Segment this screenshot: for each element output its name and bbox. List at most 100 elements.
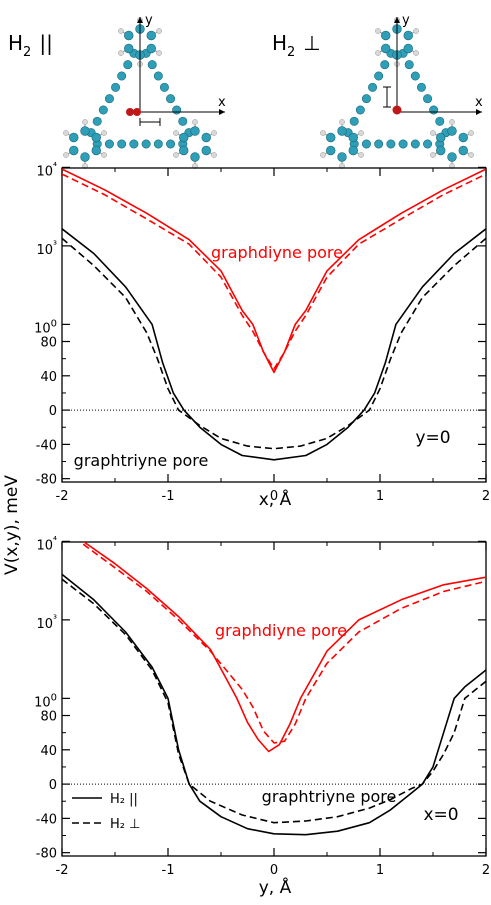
hydrogen-atom <box>101 130 107 136</box>
carbon-atom <box>117 71 127 81</box>
series-line-red-dashed <box>82 543 486 744</box>
carbon-atom <box>447 126 457 136</box>
carbon-atom <box>416 82 426 92</box>
carbon-atom <box>349 116 359 126</box>
carbon-atom <box>117 139 127 149</box>
hydrogen-atom <box>211 130 217 136</box>
hydrogen-atom <box>173 130 179 136</box>
carbon-atom <box>80 126 90 136</box>
hydrogen-atom <box>358 152 364 158</box>
inset-y-label: y <box>402 13 410 28</box>
plot-frame <box>61 541 487 857</box>
carbon-atom <box>147 60 157 70</box>
carbon-atom <box>447 152 457 162</box>
carbon-atom <box>111 82 121 92</box>
carbon-atom <box>153 139 163 149</box>
hydrogen-atom <box>118 50 124 56</box>
hydrogen-atom <box>413 50 419 56</box>
carbon-atom <box>410 139 420 149</box>
carbon-atom <box>153 71 163 81</box>
x-tick-label: -1 <box>162 863 175 878</box>
x-tick-label: 1 <box>376 489 384 504</box>
carbon-atom <box>436 145 446 156</box>
carbon-atom <box>361 139 371 149</box>
y-tick-label: 10³ <box>36 240 57 258</box>
hydrogen-atom <box>156 28 162 34</box>
carbon-atom <box>92 116 102 126</box>
hydrogen-atom <box>358 130 364 136</box>
carbon-atom <box>326 145 336 156</box>
hydrogen-atom <box>430 152 436 158</box>
carbon-atom <box>368 82 378 92</box>
y-tick-label: 40 <box>40 370 57 385</box>
carbon-atom <box>348 132 358 143</box>
inset-label-perpendicular: H2 ⊥ <box>272 31 321 60</box>
carbon-atom <box>374 139 384 149</box>
hydrogen-atom <box>63 152 69 158</box>
hydrogen-atom <box>118 28 124 34</box>
carbon-atom <box>458 132 468 143</box>
series-line-red-solid <box>82 542 486 753</box>
panel-label: x=0 <box>423 805 458 825</box>
hydrogen-atom <box>468 130 474 136</box>
carbon-atom <box>146 43 156 54</box>
carbon-atom <box>348 145 358 156</box>
curve-annotation: graphtriyne pore <box>262 787 397 806</box>
y-tick-label: 10⁴ <box>36 535 57 553</box>
carbon-atom <box>91 145 101 156</box>
hydrogen-atom <box>320 130 326 136</box>
x-tick-label: 0 <box>270 489 278 504</box>
hydrogen-atom <box>173 152 179 158</box>
carbon-atom <box>172 105 182 115</box>
y-tick-label: 80 <box>40 336 57 351</box>
carbon-atom <box>403 30 413 41</box>
hydrogen-atom <box>430 130 436 136</box>
hydrogen-atom <box>339 119 345 125</box>
carbon-atom <box>146 30 156 41</box>
carbon-atom <box>80 152 90 162</box>
hydrogen-atom <box>63 130 69 136</box>
carbon-atom <box>69 132 79 143</box>
carbon-atom <box>410 71 420 81</box>
carbon-atom <box>166 139 176 149</box>
x-tick-label: 1 <box>376 863 384 878</box>
panel-label: y=0 <box>415 428 450 448</box>
carbon-atom <box>458 145 468 156</box>
carbon-atom <box>166 94 176 104</box>
carbon-atom <box>381 43 391 54</box>
carbon-atom <box>398 139 408 149</box>
arrowhead <box>476 109 482 115</box>
series-line-red-dashed <box>62 173 486 370</box>
inset-x-label: x <box>475 95 483 110</box>
hydrogen-atom <box>320 152 326 158</box>
carbon-atom <box>104 139 114 149</box>
carbon-atom <box>141 139 151 149</box>
carbon-atom <box>326 132 336 143</box>
x-axis-label: x, Å <box>259 488 292 510</box>
carbon-atom <box>104 94 114 104</box>
x-tick-label: 0 <box>270 863 278 878</box>
carbon-atom <box>386 139 396 149</box>
carbon-atom <box>69 145 79 156</box>
series-line-black-dashed <box>62 578 486 824</box>
carbon-atom <box>179 132 189 143</box>
x-axis-label: y, Å <box>259 876 292 898</box>
carbon-atom <box>337 152 347 162</box>
carbon-atom <box>98 105 108 115</box>
carbon-atom <box>129 139 139 149</box>
carbon-atom <box>123 60 133 70</box>
series-line-black-dashed <box>62 237 486 450</box>
carbon-atom <box>201 132 211 143</box>
carbon-atom <box>374 71 384 81</box>
y-tick-label: -80 <box>36 473 57 488</box>
hydrogen-atom <box>101 152 107 158</box>
curve-annotation: graphdiyne pore <box>215 621 347 640</box>
arrowhead <box>394 17 400 23</box>
carbon-atom <box>435 116 445 126</box>
legend-label: H₂ ⊥ <box>110 817 140 832</box>
hydrogen-atom <box>375 28 381 34</box>
h2-atom <box>392 105 402 115</box>
